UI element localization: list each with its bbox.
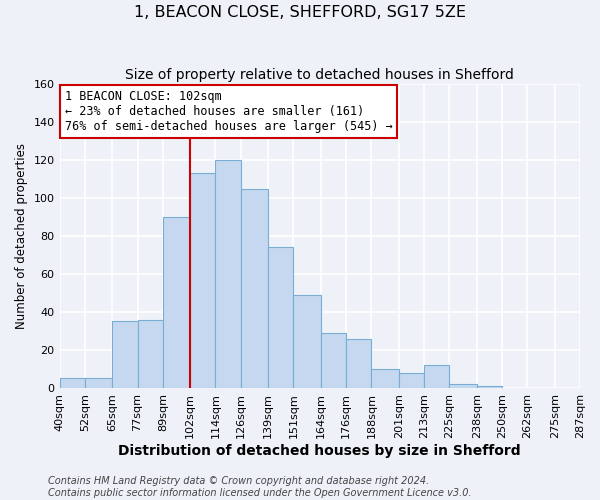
Y-axis label: Number of detached properties: Number of detached properties [15,143,28,329]
Text: 1, BEACON CLOSE, SHEFFORD, SG17 5ZE: 1, BEACON CLOSE, SHEFFORD, SG17 5ZE [134,5,466,20]
Bar [293,295,321,388]
Bar [424,365,449,388]
Bar [59,378,85,388]
Bar [241,188,268,388]
Bar [215,160,241,388]
Bar [85,378,112,388]
Text: 1 BEACON CLOSE: 102sqm
← 23% of detached houses are smaller (161)
76% of semi-de: 1 BEACON CLOSE: 102sqm ← 23% of detached… [65,90,392,133]
Bar [112,322,137,388]
Text: Contains HM Land Registry data © Crown copyright and database right 2024.
Contai: Contains HM Land Registry data © Crown c… [48,476,472,498]
X-axis label: Distribution of detached houses by size in Shefford: Distribution of detached houses by size … [118,444,521,458]
Bar [321,333,346,388]
Bar [268,248,293,388]
Bar [190,174,215,388]
Bar [477,386,502,388]
Bar [163,217,190,388]
Bar [371,369,399,388]
Bar [399,373,424,388]
Bar [449,384,477,388]
Bar [137,320,163,388]
Title: Size of property relative to detached houses in Shefford: Size of property relative to detached ho… [125,68,514,82]
Bar [346,338,371,388]
